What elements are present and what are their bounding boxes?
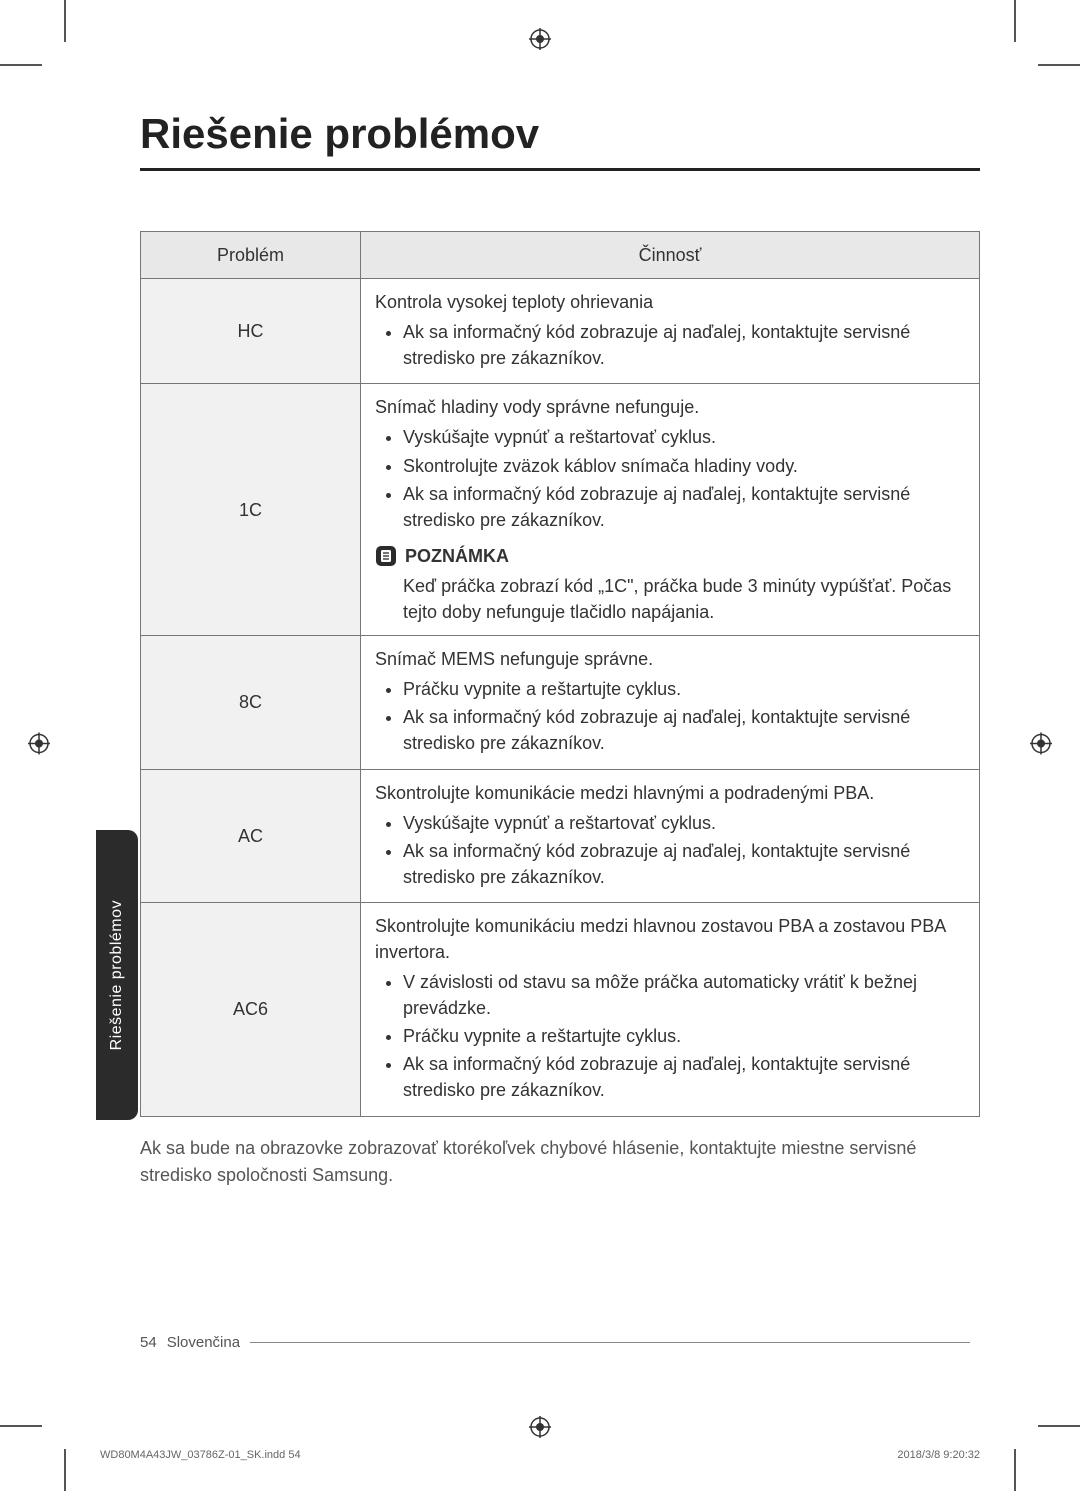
table-row: AC Skontrolujte komunikácie medzi hlavný… <box>141 769 980 902</box>
print-footer: WD80M4A43JW_03786Z-01_SK.indd 54 2018/3/… <box>100 1449 980 1461</box>
crop-mark <box>1014 0 1016 42</box>
action-cell: Snímač hladiny vody správne nefunguje. V… <box>361 384 980 636</box>
registration-mark-icon <box>1030 732 1052 759</box>
page-title: Riešenie problémov <box>140 110 980 158</box>
action-bullets: V závislosti od stavu sa môže práčka aut… <box>375 969 965 1103</box>
action-cell: Skontrolujte komunikácie medzi hlavnými … <box>361 769 980 902</box>
section-tab-label: Riešenie problémov <box>108 900 126 1050</box>
print-file: WD80M4A43JW_03786Z-01_SK.indd 54 <box>100 1449 301 1461</box>
action-lead: Snímač hladiny vody správne nefunguje. <box>375 394 965 420</box>
note-heading: POZNÁMKA <box>375 543 965 569</box>
action-lead: Kontrola vysokej teploty ohrievania <box>375 289 965 315</box>
code-cell: 1C <box>141 384 361 636</box>
action-bullets: Vyskúšajte vypnúť a reštartovať cyklus. … <box>375 424 965 532</box>
crop-mark <box>1038 1425 1080 1427</box>
bullet: Ak sa informačný kód zobrazuje aj naďale… <box>403 1051 965 1103</box>
page-number: 54 <box>140 1334 157 1351</box>
registration-mark-icon <box>28 732 50 759</box>
action-lead: Skontrolujte komunikácie medzi hlavnými … <box>375 780 965 806</box>
code-cell: 8C <box>141 636 361 769</box>
action-cell: Skontrolujte komunikáciu medzi hlavnou z… <box>361 902 980 1116</box>
page: Riešenie problémov Problém Činnosť HC Ko… <box>0 0 1080 1491</box>
crop-mark <box>1038 64 1080 66</box>
bullet: Ak sa informačný kód zobrazuje aj naďale… <box>403 838 965 890</box>
action-cell: Snímač MEMS nefunguje správne. Práčku vy… <box>361 636 980 769</box>
header-action: Činnosť <box>361 232 980 279</box>
action-bullets: Ak sa informačný kód zobrazuje aj naďale… <box>375 319 965 371</box>
page-footer: 54 Slovenčina <box>140 1334 970 1351</box>
code-cell: AC <box>141 769 361 902</box>
page-language: Slovenčina <box>167 1334 240 1351</box>
title-rule <box>140 168 980 171</box>
note-label: POZNÁMKA <box>405 543 509 569</box>
registration-mark-icon <box>529 1416 551 1443</box>
code-cell: HC <box>141 279 361 384</box>
bullet: V závislosti od stavu sa môže práčka aut… <box>403 969 965 1021</box>
bullet: Ak sa informačný kód zobrazuje aj naďale… <box>403 481 965 533</box>
troubleshooting-table: Problém Činnosť HC Kontrola vysokej tepl… <box>140 231 980 1117</box>
table-row: 1C Snímač hladiny vody správne nefunguje… <box>141 384 980 636</box>
bullet: Vyskúšajte vypnúť a reštartovať cyklus. <box>403 424 965 450</box>
crop-mark <box>0 1425 42 1427</box>
bullet: Vyskúšajte vypnúť a reštartovať cyklus. <box>403 810 965 836</box>
bullet: Ak sa informačný kód zobrazuje aj naďale… <box>403 319 965 371</box>
registration-mark-icon <box>529 28 551 55</box>
crop-mark <box>1014 1449 1016 1491</box>
note-icon <box>375 545 397 567</box>
table-row: AC6 Skontrolujte komunikáciu medzi hlavn… <box>141 902 980 1116</box>
action-lead: Snímač MEMS nefunguje správne. <box>375 646 965 672</box>
note-text: Keď práčka zobrazí kód „1C", práčka bude… <box>375 573 965 625</box>
table-header-row: Problém Činnosť <box>141 232 980 279</box>
bullet: Skontrolujte zväzok káblov snímača hladi… <box>403 453 965 479</box>
header-problem: Problém <box>141 232 361 279</box>
closing-paragraph: Ak sa bude na obrazovke zobrazovať ktoré… <box>140 1135 980 1189</box>
action-cell: Kontrola vysokej teploty ohrievania Ak s… <box>361 279 980 384</box>
crop-mark <box>64 1449 66 1491</box>
bullet: Práčku vypnite a reštartujte cyklus. <box>403 1023 965 1049</box>
print-timestamp: 2018/3/8 9:20:32 <box>897 1449 980 1461</box>
table-row: 8C Snímač MEMS nefunguje správne. Práčku… <box>141 636 980 769</box>
crop-mark <box>0 64 42 66</box>
code-cell: AC6 <box>141 902 361 1116</box>
footer-rule <box>250 1342 970 1343</box>
action-bullets: Práčku vypnite a reštartujte cyklus. Ak … <box>375 676 965 756</box>
note: POZNÁMKA Keď práčka zobrazí kód „1C", pr… <box>375 543 965 625</box>
crop-mark <box>64 0 66 42</box>
bullet: Práčku vypnite a reštartujte cyklus. <box>403 676 965 702</box>
table-row: HC Kontrola vysokej teploty ohrievania A… <box>141 279 980 384</box>
action-bullets: Vyskúšajte vypnúť a reštartovať cyklus. … <box>375 810 965 890</box>
bullet: Ak sa informačný kód zobrazuje aj naďale… <box>403 704 965 756</box>
section-tab: Riešenie problémov <box>96 830 138 1120</box>
action-lead: Skontrolujte komunikáciu medzi hlavnou z… <box>375 913 965 965</box>
